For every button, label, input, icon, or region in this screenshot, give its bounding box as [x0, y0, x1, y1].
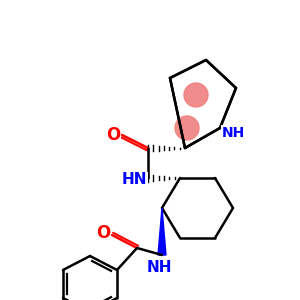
Text: O: O — [96, 224, 110, 242]
Text: NH: NH — [221, 126, 244, 140]
Circle shape — [175, 116, 199, 140]
Text: O: O — [106, 126, 120, 144]
Circle shape — [184, 83, 208, 107]
Text: NH: NH — [146, 260, 172, 274]
Text: HN: HN — [121, 172, 147, 188]
Polygon shape — [158, 208, 166, 255]
